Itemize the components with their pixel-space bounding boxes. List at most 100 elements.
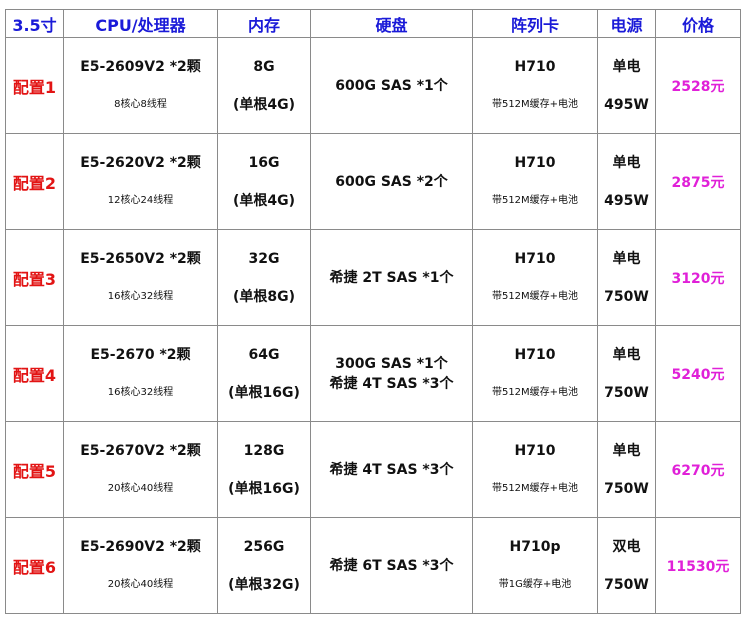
header-raid: 阵列卡 xyxy=(472,9,598,38)
memory-size: 128G xyxy=(243,442,285,459)
psu-type: 单电 xyxy=(612,442,641,459)
psu-type: 双电 xyxy=(612,538,641,555)
psu-watt: 495W xyxy=(604,96,649,113)
memory-size: 16G xyxy=(248,154,280,171)
config-name: 配置4 xyxy=(5,325,64,422)
cpu-cell: E5-2670V2 *2颗 20核心40线程 xyxy=(63,421,218,518)
disk-item: 600G SAS *2个 xyxy=(335,173,448,190)
raid-detail: 带512M缓存+电池 xyxy=(491,386,579,398)
memory-size: 32G xyxy=(248,250,280,267)
cpu-cell: E5-2609V2 *2颗 8核心8线程 xyxy=(63,37,218,134)
disk-cell: 600G SAS *1个 xyxy=(310,37,473,134)
raid-detail: 带1G缓存+电池 xyxy=(498,578,572,590)
disk-item: 300G SAS *1个 xyxy=(335,355,448,372)
memory-detail: (单根32G) xyxy=(228,576,300,593)
memory-size: 256G xyxy=(243,538,285,555)
psu-type: 单电 xyxy=(612,346,641,363)
server-config-table: 3.5寸 CPU/处理器 内存 硬盘 阵列卡 电源 价格 配置1 E5-2609… xyxy=(5,9,741,614)
cpu-model: E5-2650V2 *2颗 xyxy=(80,250,201,267)
price: 2528元 xyxy=(655,37,741,134)
table-row: 配置2 E5-2620V2 *2颗 12核心24线程 16G (单根4G) 600G… xyxy=(5,133,741,230)
memory-detail: (单根16G) xyxy=(228,480,300,497)
header-memory: 内存 xyxy=(217,9,311,38)
psu-type: 单电 xyxy=(612,250,641,267)
config-name: 配置6 xyxy=(5,517,64,614)
price: 11530元 xyxy=(655,517,741,614)
cpu-model: E5-2620V2 *2颗 xyxy=(80,154,201,171)
disk-cell: 希捷 6T SAS *3个 xyxy=(310,517,473,614)
cpu-cores: 20核心40线程 xyxy=(107,578,174,590)
memory-cell: 32G (单根8G) xyxy=(217,229,311,326)
cpu-model: E5-2690V2 *2颗 xyxy=(80,538,201,555)
raid-detail: 带512M缓存+电池 xyxy=(491,194,579,206)
memory-cell: 128G (单根16G) xyxy=(217,421,311,518)
psu-type: 单电 xyxy=(612,58,641,75)
cpu-cores: 8核心8线程 xyxy=(114,98,167,110)
table-row: 配置3 E5-2650V2 *2颗 16核心32线程 32G (单根8G) 希捷 2… xyxy=(5,229,741,326)
disk-cell: 300G SAS *1个 希捷 4T SAS *3个 xyxy=(310,325,473,422)
raid-detail: 带512M缓存+电池 xyxy=(491,98,579,110)
memory-size: 8G xyxy=(253,58,275,75)
psu-cell: 单电 750W xyxy=(597,325,656,422)
memory-detail: (单根4G) xyxy=(232,192,296,209)
psu-cell: 单电 495W xyxy=(597,37,656,134)
config-name: 配置5 xyxy=(5,421,64,518)
cpu-cores: 20核心40线程 xyxy=(107,482,174,494)
memory-detail: (单根8G) xyxy=(232,288,296,305)
raid-model: H710 xyxy=(514,58,556,75)
header-disk: 硬盘 xyxy=(310,9,473,38)
memory-detail: (单根4G) xyxy=(232,96,296,113)
cpu-cell: E5-2670 *2颗 16核心32线程 xyxy=(63,325,218,422)
psu-watt: 750W xyxy=(604,480,649,497)
raid-model: H710 xyxy=(514,250,556,267)
raid-cell: H710p 带1G缓存+电池 xyxy=(472,517,598,614)
cpu-cores: 12核心24线程 xyxy=(107,194,174,206)
memory-cell: 8G (单根4G) xyxy=(217,37,311,134)
table-row: 配置1 E5-2609V2 *2颗 8核心8线程 8G (单根4G) 600G SA… xyxy=(5,37,741,134)
config-name: 配置1 xyxy=(5,37,64,134)
psu-watt: 495W xyxy=(604,192,649,209)
disk-cell: 600G SAS *2个 xyxy=(310,133,473,230)
disk-cell: 希捷 4T SAS *3个 xyxy=(310,421,473,518)
disk-item: 希捷 6T SAS *3个 xyxy=(329,557,454,574)
psu-watt: 750W xyxy=(604,288,649,305)
table-row: 配置4 E5-2670 *2颗 16核心32线程 64G (单根16G) 300G … xyxy=(5,325,741,422)
raid-model: H710p xyxy=(509,538,561,555)
psu-watt: 750W xyxy=(604,384,649,401)
psu-cell: 单电 750W xyxy=(597,229,656,326)
table-row: 配置6 E5-2690V2 *2颗 20核心40线程 256G (单根32G) 希捷… xyxy=(5,517,741,614)
cpu-cores: 16核心32线程 xyxy=(107,290,174,302)
memory-cell: 256G (单根32G) xyxy=(217,517,311,614)
header-cpu: CPU/处理器 xyxy=(63,9,218,38)
header-price: 价格 xyxy=(655,9,741,38)
memory-detail: (单根16G) xyxy=(228,384,300,401)
header-size: 3.5寸 xyxy=(5,9,64,38)
psu-watt: 750W xyxy=(604,576,649,593)
cpu-model: E5-2609V2 *2颗 xyxy=(80,58,201,75)
raid-model: H710 xyxy=(514,442,556,459)
psu-cell: 单电 495W xyxy=(597,133,656,230)
psu-cell: 双电 750W xyxy=(597,517,656,614)
header-row: 3.5寸 CPU/处理器 内存 硬盘 阵列卡 电源 价格 xyxy=(5,9,741,38)
table-row: 配置5 E5-2670V2 *2颗 20核心40线程 128G (单根16G) 希捷… xyxy=(5,421,741,518)
price: 2875元 xyxy=(655,133,741,230)
price: 5240元 xyxy=(655,325,741,422)
cpu-model: E5-2670V2 *2颗 xyxy=(80,442,201,459)
cpu-cell: E5-2620V2 *2颗 12核心24线程 xyxy=(63,133,218,230)
disk-item: 600G SAS *1个 xyxy=(335,77,448,94)
raid-detail: 带512M缓存+电池 xyxy=(491,482,579,494)
disk-item: 希捷 4T SAS *3个 xyxy=(329,461,454,478)
disk-item: 希捷 2T SAS *1个 xyxy=(329,269,454,286)
price: 6270元 xyxy=(655,421,741,518)
memory-size: 64G xyxy=(248,346,280,363)
psu-type: 单电 xyxy=(612,154,641,171)
raid-cell: H710 带512M缓存+电池 xyxy=(472,229,598,326)
raid-model: H710 xyxy=(514,346,556,363)
raid-cell: H710 带512M缓存+电池 xyxy=(472,133,598,230)
price: 3120元 xyxy=(655,229,741,326)
raid-cell: H710 带512M缓存+电池 xyxy=(472,325,598,422)
disk-cell: 希捷 2T SAS *1个 xyxy=(310,229,473,326)
raid-detail: 带512M缓存+电池 xyxy=(491,290,579,302)
memory-cell: 16G (单根4G) xyxy=(217,133,311,230)
header-psu: 电源 xyxy=(597,9,656,38)
